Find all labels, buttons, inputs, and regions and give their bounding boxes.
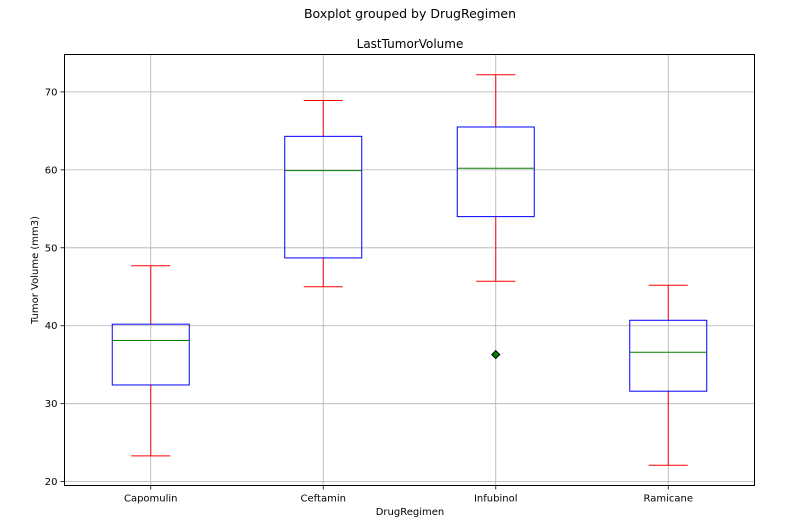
x-axis-label: DrugRegimen <box>376 507 445 518</box>
y-tick-label: 70 <box>45 87 58 98</box>
y-tick-label: 30 <box>45 399 58 410</box>
box-group-ramicane <box>629 284 708 466</box>
box-group-capomulin <box>111 265 190 457</box>
chart-title: LastTumorVolume <box>357 37 464 51</box>
x-tick-label: Infubinol <box>474 494 518 505</box>
iqr-box <box>456 126 535 218</box>
x-tick-label: Capomulin <box>124 494 178 505</box>
boxes-layer <box>111 74 708 466</box>
y-axis-label: Tumor Volume (mm3) <box>30 216 41 325</box>
y-tick-label: 50 <box>45 243 58 254</box>
plot-frame <box>64 54 755 486</box>
y-tick-label: 20 <box>45 477 58 488</box>
iqr-box <box>629 319 708 392</box>
iqr-box <box>111 323 190 386</box>
box-group-infubinol <box>456 74 535 360</box>
chart-suptitle: Boxplot grouped by DrugRegimen <box>304 6 516 21</box>
iqr-box <box>284 135 363 259</box>
box-group-ceftamin <box>284 99 363 288</box>
grid-lines <box>64 54 755 486</box>
ticks-layer: 20 30 40 50 60 70 Capomulin Ceftamin Infubinol Ra… <box>45 87 693 504</box>
x-tick-label: Ramicane <box>644 494 694 505</box>
y-tick-label: 40 <box>45 321 58 332</box>
y-tick-label: 60 <box>45 165 58 176</box>
x-tick-label: Ceftamin <box>301 494 346 505</box>
outlier-marker <box>491 349 501 360</box>
